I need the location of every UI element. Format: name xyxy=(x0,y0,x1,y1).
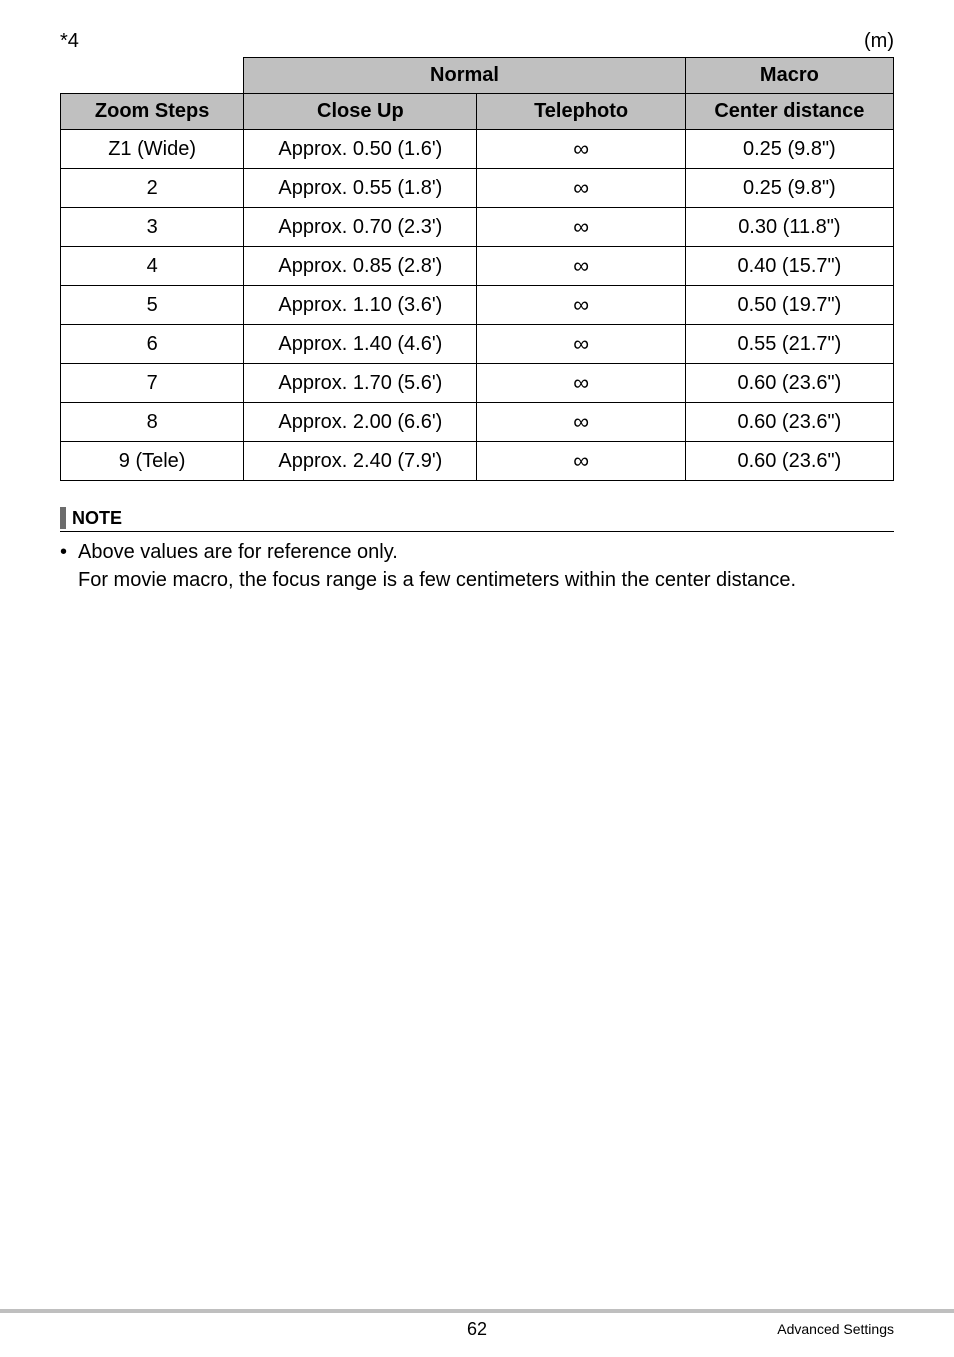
table-cell: 0.55 (21.7") xyxy=(685,325,893,364)
page-footer: 62 Advanced Settings xyxy=(0,1309,954,1337)
table-cell: 5 xyxy=(61,286,244,325)
table-row: Z1 (Wide)Approx. 0.50 (1.6')∞0.25 (9.8") xyxy=(61,130,894,169)
unit-label: (m) xyxy=(864,30,894,53)
footer-section: Advanced Settings xyxy=(777,1321,894,1337)
table-cell: 0.50 (19.7") xyxy=(685,286,893,325)
table-cell: 0.40 (15.7") xyxy=(685,247,893,286)
table-cell: Approx. 2.00 (6.6') xyxy=(244,403,477,442)
table-cell: Approx. 0.50 (1.6') xyxy=(244,130,477,169)
note-line-2: For movie macro, the focus range is a fe… xyxy=(78,569,796,591)
note-header: NOTE xyxy=(60,507,894,532)
table-cell: ∞ xyxy=(477,364,685,403)
note-line-1: Above values are for reference only. xyxy=(78,541,398,563)
table-cell: ∞ xyxy=(477,130,685,169)
footnote-marker: *4 xyxy=(60,30,79,53)
table-row: 8Approx. 2.00 (6.6')∞0.60 (23.6") xyxy=(61,403,894,442)
table-cell: 0.25 (9.8") xyxy=(685,169,893,208)
note-body: • Above values are for reference only. F… xyxy=(60,538,894,594)
header-macro: Macro xyxy=(685,58,893,94)
table-cell: 4 xyxy=(61,247,244,286)
table-cell: 6 xyxy=(61,325,244,364)
table-cell: ∞ xyxy=(477,325,685,364)
table-cell: 0.25 (9.8") xyxy=(685,130,893,169)
table-cell: Approx. 1.70 (5.6') xyxy=(244,364,477,403)
table-cell: 0.30 (11.8") xyxy=(685,208,893,247)
col-center-distance: Center distance xyxy=(685,94,893,130)
note-label: NOTE xyxy=(72,508,122,529)
col-zoom-steps: Zoom Steps xyxy=(61,94,244,130)
col-telephoto: Telephoto xyxy=(477,94,685,130)
table-cell: Approx. 1.10 (3.6') xyxy=(244,286,477,325)
table-cell: ∞ xyxy=(477,169,685,208)
table-cell: ∞ xyxy=(477,247,685,286)
table-cell: Approx. 1.40 (4.6') xyxy=(244,325,477,364)
table-cell: ∞ xyxy=(477,208,685,247)
table-row: 7Approx. 1.70 (5.6')∞0.60 (23.6") xyxy=(61,364,894,403)
table-cell: 0.60 (23.6") xyxy=(685,364,893,403)
focus-range-table: Normal Macro Zoom Steps Close Up Telepho… xyxy=(60,57,894,481)
table-cell: 9 (Tele) xyxy=(61,442,244,481)
header-normal: Normal xyxy=(244,58,685,94)
note-marker-icon xyxy=(60,507,66,529)
table-row: 3Approx. 0.70 (2.3')∞0.30 (11.8") xyxy=(61,208,894,247)
table-row: 4Approx. 0.85 (2.8')∞0.40 (15.7") xyxy=(61,247,894,286)
table-cell: ∞ xyxy=(477,403,685,442)
table-cell: Approx. 0.70 (2.3') xyxy=(244,208,477,247)
table-cell: ∞ xyxy=(477,442,685,481)
table-row: 2Approx. 0.55 (1.8')∞0.25 (9.8") xyxy=(61,169,894,208)
empty-cell xyxy=(61,58,244,94)
bullet-icon: • xyxy=(60,538,78,594)
table-row: 9 (Tele)Approx. 2.40 (7.9')∞0.60 (23.6") xyxy=(61,442,894,481)
table-cell: 7 xyxy=(61,364,244,403)
table-cell: Approx. 0.55 (1.8') xyxy=(244,169,477,208)
table-cell: ∞ xyxy=(477,286,685,325)
table-cell: Approx. 2.40 (7.9') xyxy=(244,442,477,481)
table-cell: 0.60 (23.6") xyxy=(685,403,893,442)
table-cell: Z1 (Wide) xyxy=(61,130,244,169)
page-number: 62 xyxy=(467,1319,487,1340)
table-cell: 3 xyxy=(61,208,244,247)
table-cell: Approx. 0.85 (2.8') xyxy=(244,247,477,286)
table-cell: 0.60 (23.6") xyxy=(685,442,893,481)
col-close-up: Close Up xyxy=(244,94,477,130)
table-row: 6Approx. 1.40 (4.6')∞0.55 (21.7") xyxy=(61,325,894,364)
table-cell: 8 xyxy=(61,403,244,442)
table-row: 5Approx. 1.10 (3.6')∞0.50 (19.7") xyxy=(61,286,894,325)
table-cell: 2 xyxy=(61,169,244,208)
